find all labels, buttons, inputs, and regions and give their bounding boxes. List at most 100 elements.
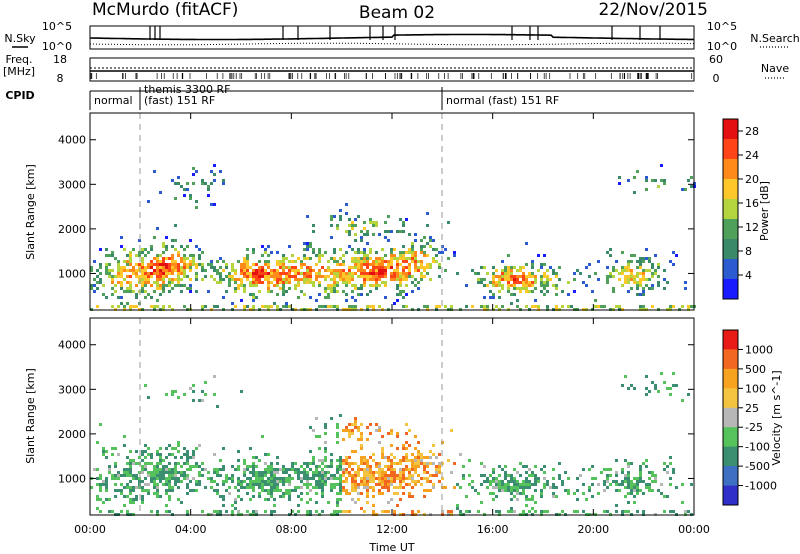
power-heat-cell (345, 203, 348, 206)
velocity-heat-cell (291, 489, 294, 492)
power-heat-cell (507, 278, 510, 281)
power-heat-cell (408, 248, 411, 251)
velocity-heat-cell (225, 474, 228, 477)
power-heat-cell (369, 305, 372, 308)
power-heat-cell (510, 293, 513, 296)
power-heat-cell (129, 269, 132, 272)
velocity-heat-cell (183, 447, 186, 450)
velocity-heat-cell (336, 492, 339, 495)
velocity-heat-cell (129, 498, 132, 501)
power-heat-cell (435, 260, 438, 263)
power-heat-cell (243, 275, 246, 278)
power-heat-cell (426, 263, 429, 266)
power-heat-cell (663, 287, 666, 290)
velocity-heat-cell (177, 477, 180, 480)
velocity-heat-cell (411, 474, 414, 477)
power-heat-cell (294, 272, 297, 275)
velocity-heat-cell (201, 390, 204, 393)
velocity-heat-cell (432, 474, 435, 477)
velocity-heat-cell (387, 486, 390, 489)
velocity-heat-cell (516, 483, 519, 486)
velocity-heat-cell (486, 480, 489, 483)
power-heat-cell (195, 245, 198, 248)
velocity-heat-cell (378, 468, 381, 471)
power-heat-cell (366, 257, 369, 260)
velocity-heat-cell (366, 438, 369, 441)
velocity-heat-cell (405, 432, 408, 435)
velocity-heat-cell (525, 483, 528, 486)
velocity-heat-cell (153, 465, 156, 468)
power-heat-cell (303, 272, 306, 275)
time-xlabel: Time UT (368, 541, 414, 554)
velocity-heat-cell (609, 483, 612, 486)
velocity-heat-cell (276, 471, 279, 474)
velocity-heat-cell (669, 510, 672, 513)
velocity-heat-cell (324, 423, 327, 426)
power-heat-cell (435, 305, 438, 308)
velocity-heat-cell (573, 492, 576, 495)
power-heat-cell (246, 266, 249, 269)
power-heat-cell (345, 251, 348, 254)
power-heat-cell (645, 188, 648, 191)
power-heat-cell (552, 284, 555, 287)
power-heat-cell (240, 278, 243, 281)
power-heat-cell (360, 257, 363, 260)
power-heat-cell (156, 281, 159, 284)
power-heat-cell (312, 248, 315, 251)
power-heat-cell (339, 272, 342, 275)
velocity-heat-cell (174, 471, 177, 474)
velocity-heat-cell (255, 483, 258, 486)
velocity-heat-cell (189, 387, 192, 390)
power-heat-cell (354, 272, 357, 275)
power-heat-cell (258, 275, 261, 278)
velocity-heat-cell (402, 471, 405, 474)
velocity-heat-cell (252, 486, 255, 489)
power-heat-cell (546, 290, 549, 293)
velocity-heat-cell (354, 486, 357, 489)
power-heat-cell (246, 269, 249, 272)
velocity-heat-cell (459, 510, 462, 513)
velocity-heat-cell (375, 462, 378, 465)
power-heat-cell (243, 272, 246, 275)
power-heat-cell (315, 272, 318, 275)
power-heat-cell (528, 281, 531, 284)
power-heat-cell (198, 254, 201, 257)
power-heat-cell (147, 266, 150, 269)
velocity-heat-cell (324, 465, 327, 468)
power-heat-cell (438, 251, 441, 254)
velocity-heat-cell (279, 480, 282, 483)
velocity-heat-cell (579, 474, 582, 477)
velocity-heat-cell (267, 492, 270, 495)
velocity-heat-cell (321, 483, 324, 486)
power-heat-cell (486, 305, 489, 308)
velocity-heat-cell (438, 468, 441, 471)
power-heat-cell (180, 269, 183, 272)
date-title: 22/Nov/2015 (598, 0, 708, 20)
velocity-heat-cell (333, 486, 336, 489)
power-heat-cell (276, 305, 279, 308)
power-heat-cell (423, 269, 426, 272)
velocity-heat-cell (156, 462, 159, 465)
velocity-heat-cell (348, 429, 351, 432)
power-heat-cell (606, 281, 609, 284)
power-heat-cell (312, 284, 315, 287)
velocity-heat-cell (186, 459, 189, 462)
power-heat-cell (546, 278, 549, 281)
velocity-heat-cell (561, 483, 564, 486)
power-heat-cell (417, 266, 420, 269)
power-heat-cell (300, 272, 303, 275)
power-heat-cell (390, 260, 393, 263)
velocity-heat-cell (144, 462, 147, 465)
velocity-heat-cell (318, 474, 321, 477)
velocity-heat-cell (231, 510, 234, 513)
velocity-heat-cell (249, 486, 252, 489)
power-heat-cell (645, 248, 648, 251)
velocity-heat-cell (417, 465, 420, 468)
velocity-heat-cell (132, 501, 135, 504)
velocity-heat-cell (279, 489, 282, 492)
velocity-heat-cell (387, 483, 390, 486)
power-heat-cell (273, 269, 276, 272)
velocity-heat-cell (156, 471, 159, 474)
velocity-heat-cell (267, 477, 270, 480)
velocity-heat-cell (342, 459, 345, 462)
